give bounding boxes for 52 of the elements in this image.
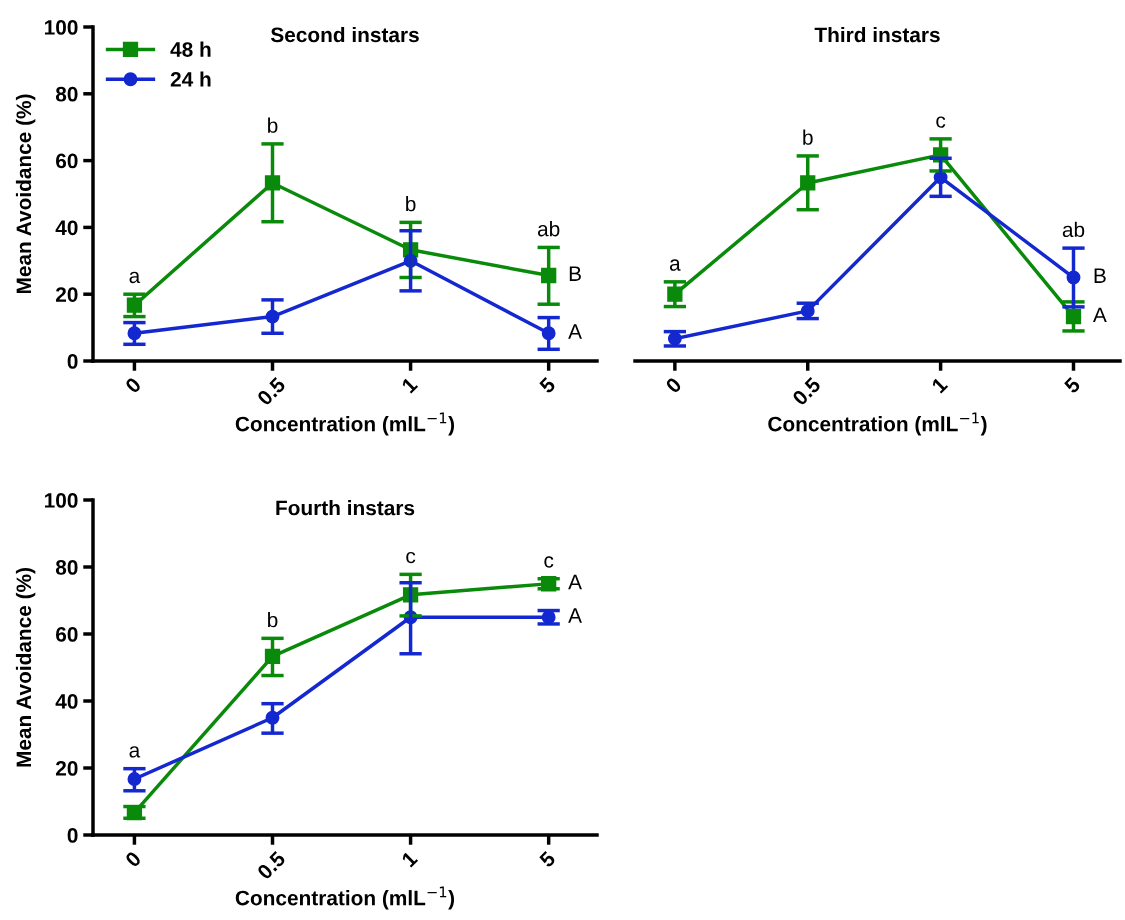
y-axis-title: Mean Avoidance (%)	[15, 568, 36, 767]
y-tick-label: 60	[56, 627, 78, 642]
annotation: c	[406, 551, 416, 564]
y-axis-title: Mean Avoidance (%)	[15, 94, 36, 294]
annotation: c	[544, 556, 554, 568]
annotation: b	[803, 129, 813, 145]
y-tick-label: 0	[67, 828, 78, 843]
annotation: B	[1094, 268, 1106, 283]
chart-title: Third instars	[814, 26, 940, 43]
annotation: A	[568, 574, 582, 590]
chart-title: Second instars	[270, 26, 419, 43]
x-tick-label: 0	[124, 850, 142, 869]
y-tick-label: 20	[55, 761, 78, 776]
annotation: A	[1092, 307, 1107, 322]
x-axis-title: Concentration (mlL$^{−1}$)	[235, 886, 455, 910]
annotation: a	[129, 271, 141, 284]
x-tick-label: 1	[931, 376, 949, 394]
x-tick-label: 1	[401, 376, 419, 394]
x-tick-label: 0.5	[256, 850, 287, 881]
x-tick-label: 0	[124, 376, 142, 395]
y-tick-label: 0	[67, 354, 78, 369]
x-tick-label: 5	[1063, 376, 1082, 395]
y-tick-label: 100	[44, 20, 78, 35]
annotation: c	[936, 116, 946, 128]
annotation: ab	[1062, 221, 1085, 238]
x-tick-label: 0.5	[791, 376, 822, 407]
annotation: ab	[537, 221, 560, 237]
x-tick-label: 0.5	[256, 376, 287, 407]
legend-label: 48 h	[170, 41, 211, 57]
y-tick-label: 60	[56, 153, 78, 169]
x-tick-label: 5	[538, 376, 557, 395]
chart-title: Fourth instars	[276, 500, 415, 516]
annotation: b	[406, 196, 416, 212]
annotation: b	[268, 117, 278, 133]
annotation: b	[268, 611, 278, 628]
y-tick-label: 40	[55, 694, 78, 709]
y-tick-label: 100	[44, 493, 78, 508]
annotation: A	[568, 608, 582, 623]
y-tick-label: 20	[55, 287, 78, 302]
y-tick-label: 80	[55, 560, 78, 575]
x-axis-title: Concentration (mlL$^{−1}$)	[235, 412, 455, 436]
x-tick-label: 0	[664, 376, 683, 395]
legend-label: 24 h	[170, 71, 211, 87]
y-tick-label: 80	[55, 86, 78, 102]
annotation: A	[568, 324, 582, 339]
y-tick-label: 40	[55, 220, 78, 236]
x-tick-label: 1	[401, 850, 419, 868]
annotation: a	[669, 259, 681, 271]
annotation: B	[569, 266, 581, 281]
x-tick-label: 5	[538, 850, 557, 869]
annotation: a	[129, 746, 141, 758]
x-axis-title: Concentration (mlL$^{−1}$)	[768, 412, 987, 436]
